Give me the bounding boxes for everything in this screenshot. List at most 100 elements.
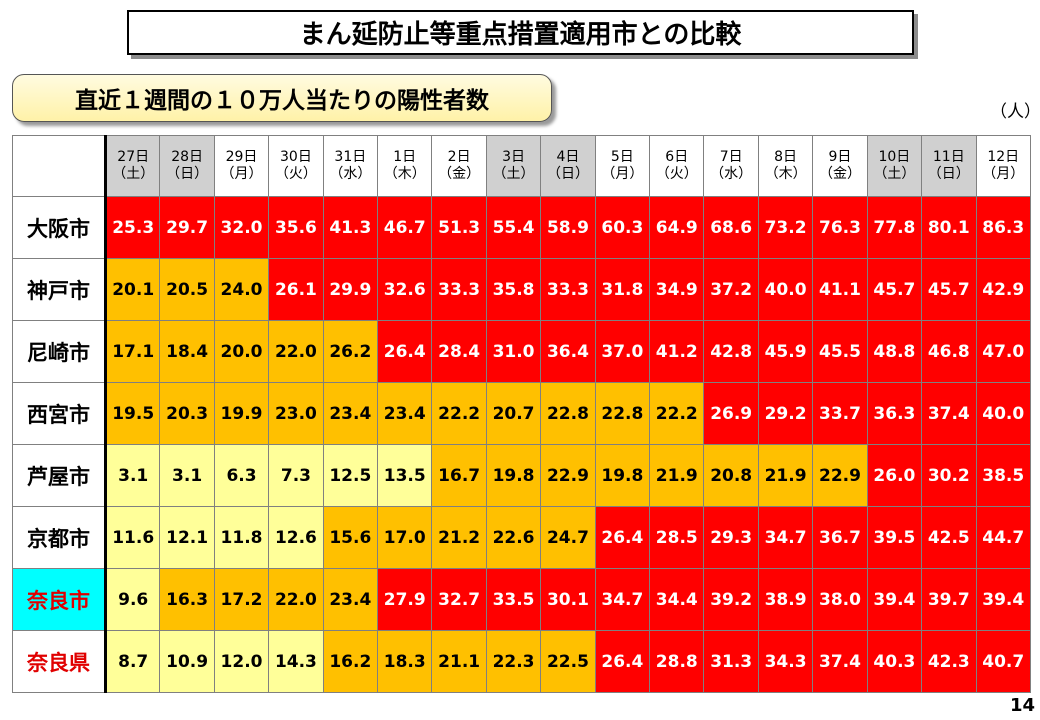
value-cell: 13.5 — [377, 444, 433, 507]
date-weekday-label: （金） — [438, 166, 481, 182]
value-cell: 22.6 — [485, 506, 542, 569]
value-cell: 58.9 — [540, 196, 596, 259]
value-cell: 29.3 — [703, 506, 759, 569]
date-day-label: 9日 — [828, 149, 852, 165]
value-cell: 23.4 — [322, 382, 379, 445]
value-cell: 12.6 — [268, 506, 324, 569]
table-row: 芦屋市 3.1 3.1 6.3 7.3 12.5 13.5 16.7 19.8 22.9 19.8 2… — [12, 444, 1031, 507]
value-cell: 27.9 — [377, 568, 433, 631]
value-cell: 33.5 — [485, 568, 542, 631]
value-cell: 22.0 — [268, 568, 324, 631]
value-cell: 6.3 — [213, 444, 270, 507]
value-cell: 40.0 — [975, 382, 1031, 445]
value-cell: 37.4 — [921, 382, 977, 445]
date-weekday-label: （土） — [112, 166, 155, 182]
value-cell: 23.0 — [268, 382, 324, 445]
value-cell: 32.7 — [431, 568, 487, 631]
table-row: 大阪市 25.3 29.7 32.0 35.6 41.3 46.7 51.3 55.4 58.9 6… — [12, 196, 1031, 259]
value-cell: 18.3 — [377, 630, 433, 693]
value-cell: 36.4 — [540, 320, 596, 383]
value-cell: 22.2 — [431, 382, 487, 445]
date-header-cell: 4日 （日） — [540, 135, 596, 197]
positive-cases-table: 27日 （土） 28日 （日） 29日 （月） 30日 （火） 31日 （水） 1日 （木） 2日 （金）… — [12, 135, 1031, 693]
value-cell: 29.2 — [757, 382, 814, 445]
date-header-cell: 10日 （土） — [866, 135, 923, 197]
value-cell: 47.0 — [975, 320, 1031, 383]
date-weekday-label: （日） — [166, 166, 209, 182]
value-cell: 46.8 — [921, 320, 977, 383]
value-cell: 22.8 — [594, 382, 651, 445]
value-cell: 11.6 — [103, 506, 161, 569]
value-cell: 21.9 — [649, 444, 705, 507]
value-cell: 22.3 — [485, 630, 542, 693]
value-cell: 37.2 — [703, 258, 759, 321]
value-cell: 21.1 — [431, 630, 487, 693]
date-day-label: 29日 — [225, 149, 258, 165]
city-name-cell: 奈良県 — [12, 630, 106, 693]
value-cell: 86.3 — [975, 196, 1031, 259]
value-cell: 41.1 — [812, 258, 868, 321]
value-cell: 3.1 — [159, 444, 215, 507]
date-day-label: 5日 — [610, 149, 634, 165]
value-cell: 33.7 — [812, 382, 868, 445]
value-cell: 20.7 — [485, 382, 542, 445]
value-cell: 21.9 — [757, 444, 814, 507]
value-cell: 28.5 — [649, 506, 705, 569]
value-cell: 22.9 — [540, 444, 596, 507]
value-cell: 29.7 — [159, 196, 215, 259]
value-cell: 15.6 — [322, 506, 379, 569]
date-header-cell: 28日 （日） — [159, 135, 215, 197]
value-cell: 39.5 — [866, 506, 923, 569]
city-name-cell: 京都市 — [12, 506, 106, 569]
value-cell: 33.3 — [431, 258, 487, 321]
value-cell: 18.4 — [159, 320, 215, 383]
value-cell: 26.2 — [322, 320, 379, 383]
date-day-label: 6日 — [665, 149, 689, 165]
date-header-row: 27日 （土） 28日 （日） 29日 （月） 30日 （火） 31日 （水） 1日 （木） 2日 （金）… — [12, 135, 1031, 197]
date-day-label: 8日 — [774, 149, 798, 165]
value-cell: 11.8 — [213, 506, 270, 569]
date-header-cell: 11日 （日） — [921, 135, 977, 197]
value-cell: 45.5 — [812, 320, 868, 383]
date-weekday-label: （木） — [764, 166, 807, 182]
value-cell: 20.3 — [159, 382, 215, 445]
value-cell: 45.7 — [866, 258, 923, 321]
date-header-cell: 2日 （金） — [431, 135, 487, 197]
value-cell: 14.3 — [268, 630, 324, 693]
value-cell: 12.0 — [213, 630, 270, 693]
value-cell: 16.7 — [431, 444, 487, 507]
date-day-label: 27日 — [117, 149, 150, 165]
date-weekday-label: （金） — [818, 166, 861, 182]
city-name-cell: 奈良市 — [12, 568, 106, 631]
table-row: 奈良県 8.7 10.9 12.0 14.3 16.2 18.3 21.1 22.3 22.5 26… — [12, 630, 1031, 693]
value-cell: 30.2 — [921, 444, 977, 507]
value-cell: 42.5 — [921, 506, 977, 569]
value-cell: 60.3 — [594, 196, 651, 259]
date-header-cell: 30日 （火） — [268, 135, 324, 197]
value-cell: 12.1 — [159, 506, 215, 569]
value-cell: 16.3 — [159, 568, 215, 631]
value-cell: 51.3 — [431, 196, 487, 259]
date-header-cell: 7日 （水） — [703, 135, 759, 197]
date-header-cell: 9日 （金） — [812, 135, 868, 197]
value-cell: 34.3 — [757, 630, 814, 693]
value-cell: 36.7 — [812, 506, 868, 569]
table-row: 京都市 11.6 12.1 11.8 12.6 15.6 17.0 21.2 22.6 24.7 2… — [12, 506, 1031, 569]
value-cell: 12.5 — [322, 444, 379, 507]
value-cell: 20.5 — [159, 258, 215, 321]
value-cell: 31.0 — [485, 320, 542, 383]
table-row: 西宮市 19.5 20.3 19.9 23.0 23.4 23.4 22.2 20.7 22.8 2… — [12, 382, 1031, 445]
date-header-cell: 27日 （土） — [103, 135, 161, 197]
value-cell: 48.8 — [866, 320, 923, 383]
value-cell: 39.4 — [975, 568, 1031, 631]
date-weekday-label: （木） — [383, 166, 426, 182]
date-day-label: 30日 — [280, 149, 312, 165]
value-cell: 23.4 — [377, 382, 433, 445]
value-cell: 24.0 — [213, 258, 270, 321]
value-cell: 30.1 — [540, 568, 596, 631]
value-cell: 45.7 — [921, 258, 977, 321]
corner-cell — [12, 135, 106, 197]
value-cell: 19.5 — [103, 382, 161, 445]
date-day-label: 1日 — [393, 149, 417, 165]
value-cell: 3.1 — [103, 444, 161, 507]
